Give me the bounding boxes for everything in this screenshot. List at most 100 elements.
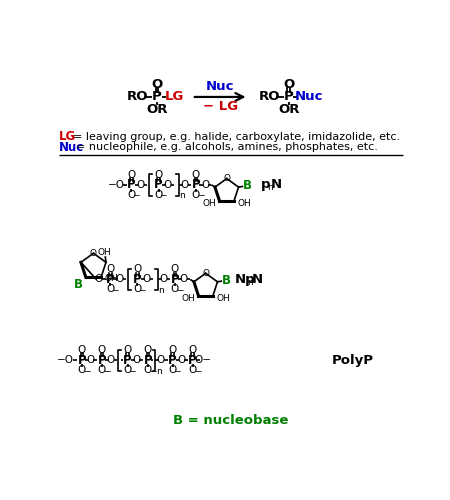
Text: −O: −O [57, 356, 74, 366]
Text: −: − [173, 366, 181, 375]
Text: O: O [181, 180, 189, 190]
Text: B: B [222, 274, 231, 287]
Text: P: P [284, 90, 293, 104]
Text: O: O [133, 284, 142, 294]
Text: P: P [123, 354, 132, 367]
Text: O: O [201, 180, 209, 190]
Text: O: O [160, 274, 168, 284]
Text: −: − [111, 285, 119, 294]
Text: P: P [152, 90, 162, 104]
Text: P: P [133, 273, 142, 286]
Text: P: P [106, 273, 115, 286]
Text: N: N [271, 178, 282, 191]
Text: O: O [98, 346, 106, 356]
Text: P: P [77, 354, 86, 367]
Text: −: − [132, 190, 140, 199]
Text: B: B [243, 179, 252, 192]
Text: LG: LG [164, 90, 184, 104]
Text: O: O [106, 264, 114, 274]
Text: P: P [191, 178, 200, 191]
Text: O: O [154, 190, 163, 200]
Text: OR: OR [146, 103, 168, 116]
Text: OH: OH [98, 248, 111, 257]
Text: O: O [283, 78, 294, 91]
Text: O: O [180, 274, 188, 284]
Text: −: − [103, 366, 110, 375]
Text: −: − [83, 366, 90, 375]
Text: O: O [171, 264, 179, 274]
Text: O: O [143, 274, 151, 284]
Text: O: O [106, 356, 115, 366]
Text: O: O [86, 356, 94, 366]
Text: O: O [192, 190, 200, 200]
Text: p: p [261, 178, 270, 191]
Text: O: O [98, 366, 106, 376]
Text: OH: OH [202, 200, 216, 208]
Text: Nuc: Nuc [59, 140, 85, 153]
Text: OH: OH [237, 200, 251, 208]
Text: P: P [98, 354, 106, 367]
Text: O: O [202, 269, 209, 278]
Text: O: O [116, 274, 124, 284]
Text: O: O [144, 346, 152, 356]
Text: P: P [189, 354, 197, 367]
Text: Nuc: Nuc [206, 80, 234, 94]
Text: = leaving group, e.g. halide, carboxylate, imidazolide, etc.: = leaving group, e.g. halide, carboxylat… [73, 132, 400, 142]
Text: OH: OH [216, 294, 230, 303]
Text: n: n [248, 278, 253, 287]
Text: P: P [127, 178, 136, 191]
Text: RO: RO [259, 90, 280, 104]
Text: O: O [133, 264, 142, 274]
Text: O: O [78, 366, 86, 376]
Text: O: O [132, 356, 140, 366]
Text: N: N [252, 273, 262, 286]
Text: O: O [154, 170, 163, 179]
Text: B = nucleobase: B = nucleobase [173, 414, 288, 427]
Text: n: n [158, 286, 164, 294]
Text: O: O [144, 366, 152, 376]
Text: −: − [197, 190, 204, 199]
Text: O: O [223, 174, 230, 183]
Text: O: O [189, 366, 197, 376]
Text: − LG: − LG [202, 100, 238, 114]
Text: O: O [192, 170, 200, 179]
Text: P: P [144, 354, 152, 367]
Text: O: O [168, 346, 176, 356]
Text: RO: RO [127, 90, 148, 104]
Text: O: O [127, 170, 135, 179]
Text: −: − [139, 285, 146, 294]
Text: O: O [171, 284, 179, 294]
Text: −: − [194, 366, 201, 375]
Text: O−: O− [194, 356, 211, 366]
Text: Np: Np [235, 273, 256, 286]
Text: PolyP: PolyP [331, 354, 374, 367]
Text: O: O [94, 274, 103, 284]
Text: O: O [137, 180, 145, 190]
Text: O: O [78, 346, 86, 356]
Text: O: O [177, 356, 185, 366]
Text: O: O [168, 366, 176, 376]
Text: n: n [267, 184, 273, 192]
Text: −: − [148, 366, 156, 375]
Text: n: n [156, 366, 162, 376]
Text: = nucleophile, e.g. alcohols, amines, phosphates, etc.: = nucleophile, e.g. alcohols, amines, ph… [76, 142, 378, 152]
Text: Nuc: Nuc [295, 90, 323, 104]
Text: OR: OR [278, 103, 300, 116]
Text: O: O [157, 356, 165, 366]
Text: O: O [106, 284, 114, 294]
Text: LG: LG [59, 130, 76, 143]
Text: OH: OH [181, 294, 195, 303]
Text: −: − [176, 285, 183, 294]
Text: O: O [189, 346, 197, 356]
Text: O: O [164, 180, 172, 190]
Text: P: P [171, 273, 179, 286]
Text: O: O [127, 190, 135, 200]
Text: P: P [168, 354, 177, 367]
Text: O: O [123, 346, 132, 356]
Text: −: − [128, 366, 136, 375]
Text: n: n [180, 191, 185, 200]
Text: −: − [159, 190, 167, 199]
Text: P: P [154, 178, 163, 191]
Text: O: O [123, 366, 132, 376]
Text: O: O [151, 78, 162, 91]
